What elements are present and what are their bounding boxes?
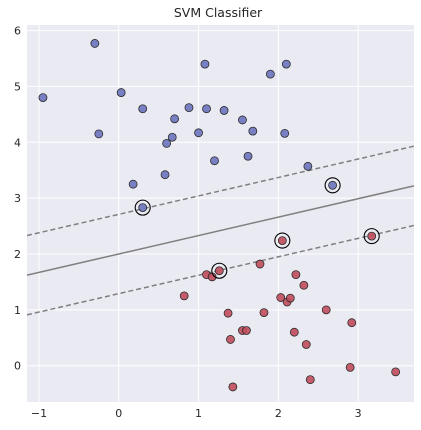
support-vector-rings <box>134 177 380 279</box>
class-0-point <box>138 104 148 114</box>
x-tick-labels: −1 0 1 2 3 <box>31 407 362 420</box>
class-1-point <box>289 327 299 337</box>
class-0-point <box>170 114 180 124</box>
lower-margin-line <box>27 224 414 316</box>
grid-lines <box>27 25 414 402</box>
class-0-point <box>184 103 194 113</box>
class-1-point <box>305 375 315 385</box>
class-0-point <box>238 115 247 125</box>
x-tick-label: 1 <box>195 407 202 420</box>
class-1-point <box>285 293 295 303</box>
support-vector-ring <box>363 228 380 245</box>
class-1-point <box>255 259 265 269</box>
class-0-point <box>116 88 126 97</box>
x-tick-label: 2 <box>275 407 282 420</box>
class-1-point <box>299 280 309 290</box>
class-1-point <box>259 308 269 318</box>
x-tick-label: 0 <box>115 407 122 420</box>
class-0-point <box>248 126 258 136</box>
class-0-point <box>128 179 138 189</box>
class-1-point <box>223 308 233 318</box>
class-1-point <box>391 367 401 377</box>
class-1-point <box>242 326 251 335</box>
support-vector-ring <box>211 262 228 279</box>
class-1-point <box>345 362 355 372</box>
chart-title: SVM Classifier <box>174 5 263 20</box>
class-0-point <box>219 106 229 115</box>
y-tick-label: 0 <box>14 360 21 373</box>
class-0-point <box>280 128 290 138</box>
support-vector-ring <box>134 199 151 216</box>
class-0-point <box>162 139 172 148</box>
x-tick-label: 3 <box>355 407 362 420</box>
class-0-point <box>243 151 253 161</box>
y-tick-label: 6 <box>14 25 21 38</box>
class-0-point <box>138 203 148 213</box>
y-tick-label: 4 <box>14 136 21 149</box>
class-0-point <box>328 180 338 190</box>
class-0-point <box>160 170 170 180</box>
support-vector-ring <box>324 177 341 194</box>
class-0-point <box>94 129 104 139</box>
y-tick-labels: 0 1 2 3 4 5 6 <box>14 25 21 373</box>
class-1-point <box>347 318 357 328</box>
class-0-point <box>90 39 100 48</box>
class-1-point <box>214 266 224 276</box>
class-1-point <box>277 236 287 245</box>
y-tick-label: 2 <box>14 248 21 261</box>
class-1-point <box>228 382 238 392</box>
y-tick-label: 1 <box>14 304 21 317</box>
class-0-point <box>38 93 48 103</box>
class-1-point <box>291 270 301 280</box>
class-0-point <box>200 59 210 69</box>
decision-lines <box>27 145 414 316</box>
data-points <box>38 39 401 392</box>
class-1-point <box>367 231 377 241</box>
class-0-point <box>303 161 313 171</box>
support-vector-ring <box>274 232 291 249</box>
class-1-point <box>321 305 331 315</box>
class-0-point <box>265 69 275 79</box>
decision-boundary-line <box>27 185 414 276</box>
class-0-point <box>194 128 203 138</box>
class-0-point <box>281 59 291 69</box>
class-0-point <box>167 132 177 142</box>
class-1-point <box>301 340 311 349</box>
y-tick-label: 5 <box>14 80 21 93</box>
y-tick-label: 3 <box>14 192 21 205</box>
class-0-point <box>202 104 211 114</box>
class-1-point <box>179 291 189 301</box>
x-tick-label: −1 <box>31 407 47 420</box>
upper-margin-line <box>27 145 414 237</box>
class-1-point <box>226 335 235 344</box>
class-0-point <box>210 156 219 166</box>
plot-area <box>27 25 414 402</box>
class-1-point <box>276 293 286 302</box>
